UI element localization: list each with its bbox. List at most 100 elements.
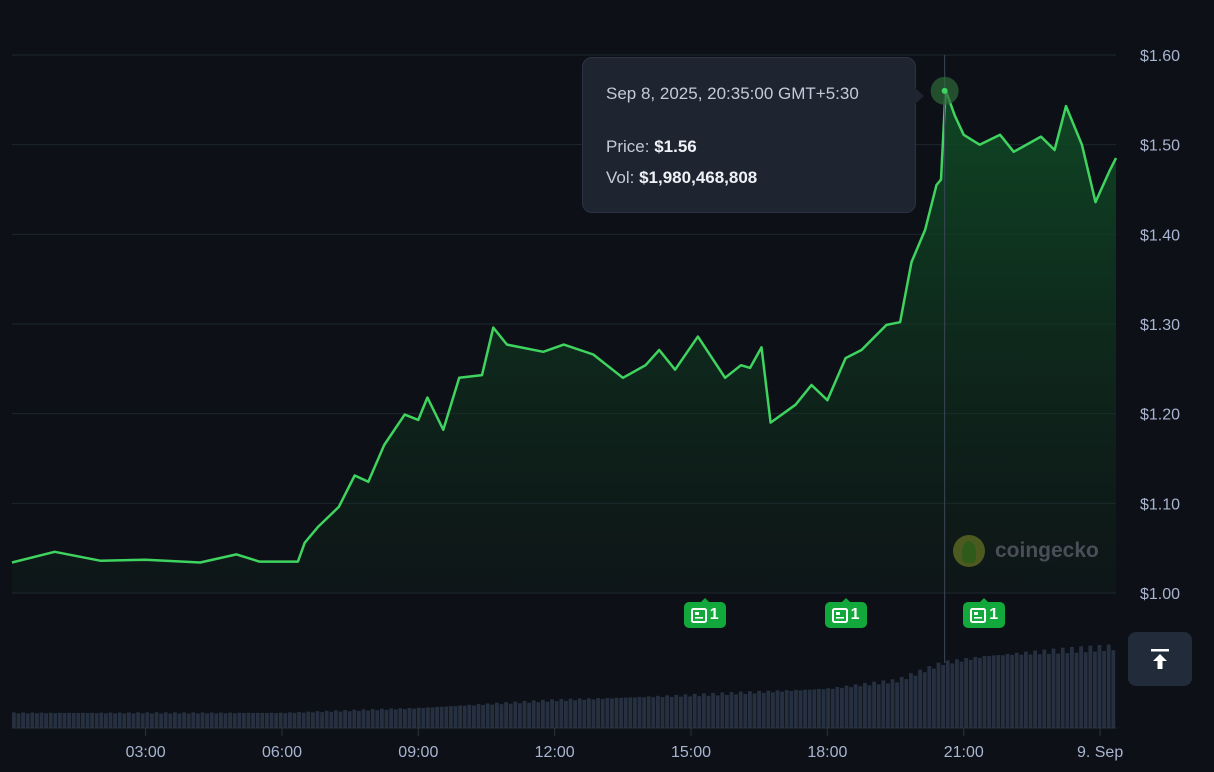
volume-bar	[596, 698, 600, 728]
volume-bar	[729, 691, 734, 728]
volume-bar	[932, 668, 936, 728]
news-count: 1	[850, 606, 860, 623]
volume-bar	[987, 656, 991, 728]
vol-label: Vol:	[606, 168, 635, 187]
volume-bar	[817, 688, 821, 728]
volume-bar	[131, 713, 136, 728]
volume-bar	[899, 676, 904, 728]
volume-bar	[278, 712, 283, 728]
price-line	[11, 88, 1118, 564]
x-tick-label: 06:00	[262, 744, 302, 761]
volume-bar	[48, 712, 53, 728]
volume-bar	[600, 698, 605, 728]
x-tick-label: 09:00	[398, 744, 438, 761]
volume-bar	[734, 694, 738, 728]
volume-bar	[288, 712, 292, 728]
volume-bar	[357, 710, 361, 728]
volume-bar	[122, 713, 127, 728]
volume-bar	[821, 689, 826, 728]
volume-bar	[982, 655, 987, 728]
volume-bar	[858, 686, 863, 728]
volume-bar	[536, 702, 541, 728]
volume-bar	[692, 693, 697, 728]
volume-bar	[324, 710, 329, 728]
volume-bar	[761, 692, 766, 728]
volume-bar	[16, 713, 21, 728]
volume-bar	[30, 712, 35, 728]
volume-bar	[343, 710, 347, 728]
volume-bar	[159, 713, 163, 728]
volume-bar	[656, 695, 660, 728]
volume-bar	[702, 693, 706, 728]
volume-bar	[757, 690, 761, 728]
volume-bar	[614, 697, 619, 728]
volume-bar	[219, 712, 223, 728]
volume-bar	[209, 712, 214, 728]
volume-bar	[674, 694, 679, 728]
volume-bar	[232, 713, 237, 728]
volume-bar	[780, 691, 784, 728]
volume-bar	[306, 711, 311, 728]
volume-bar	[840, 687, 844, 728]
y-tick-label: $1.60	[1140, 48, 1180, 65]
volume-bar	[1051, 648, 1056, 728]
chart-tooltip: Sep 8, 2025, 20:35:00 GMT+5:30 Price: $1…	[582, 57, 924, 213]
news-marker[interactable]: 1	[824, 598, 867, 628]
volume-bar	[886, 683, 890, 728]
tooltip-price: Price: $1.56	[606, 137, 697, 157]
volume-bar	[945, 660, 950, 728]
volume-bar	[646, 696, 651, 728]
volume-bar	[909, 673, 913, 728]
volume-bar	[738, 691, 743, 728]
volume-bar	[1060, 647, 1065, 728]
x-tick-label: 12:00	[535, 744, 575, 761]
volume-bar	[826, 688, 830, 728]
volume-bar	[844, 685, 849, 728]
volume-bar	[476, 704, 481, 728]
volume-bar	[1028, 654, 1033, 728]
volume-bar	[403, 709, 407, 728]
volume-bar	[1111, 650, 1116, 728]
volume-bar	[541, 699, 545, 728]
volume-bar	[449, 706, 453, 728]
y-tick-label: $1.50	[1140, 138, 1180, 155]
tooltip-date: Sep 8, 2025, 20:35:00 GMT+5:30	[606, 84, 859, 103]
volume-bar	[743, 693, 748, 728]
volume-bar	[1097, 645, 1102, 728]
volume-bar	[628, 697, 633, 728]
volume-bar	[715, 695, 720, 728]
volume-bar	[361, 709, 366, 728]
news-marker[interactable]: 1	[683, 598, 726, 628]
volume-bar	[964, 658, 968, 728]
volume-bar	[1065, 653, 1070, 728]
volume-bar	[214, 713, 219, 728]
volume-bar	[117, 712, 122, 728]
volume-bar	[582, 699, 587, 728]
volume-bar	[660, 697, 665, 728]
volume-bar	[439, 706, 444, 728]
news-marker[interactable]: 1	[963, 598, 1006, 628]
volume-bar	[53, 713, 58, 728]
scroll-to-top-button[interactable]	[1128, 632, 1192, 686]
volume-bar	[320, 712, 324, 728]
volume-bar	[991, 655, 996, 728]
volume-bar	[426, 707, 430, 728]
volume-bar	[421, 708, 426, 728]
y-tick-label: $1.40	[1140, 227, 1180, 244]
volume-bar	[44, 713, 48, 728]
volume-bar	[803, 689, 807, 728]
tooltip-volume: Vol: $1,980,468,808	[606, 168, 757, 188]
volume-bar	[789, 690, 794, 728]
volume-bar	[775, 690, 780, 728]
volume-bar	[347, 711, 352, 728]
volume-bar	[380, 708, 384, 728]
volume-bar	[867, 685, 872, 728]
volume-bar	[1005, 653, 1010, 728]
volume-bar	[1033, 650, 1037, 728]
volume-bar	[67, 712, 71, 728]
volume-bar	[113, 713, 117, 728]
volume-bar	[467, 704, 472, 728]
volume-bar	[559, 698, 564, 728]
volume-bar	[173, 712, 177, 728]
